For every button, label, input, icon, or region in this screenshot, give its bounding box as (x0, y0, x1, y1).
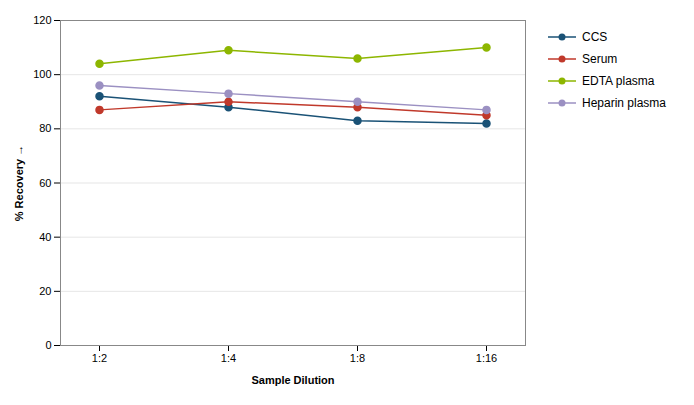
svg-text:80: 80 (39, 122, 51, 134)
svg-text:20: 20 (39, 285, 51, 297)
svg-text:% Recovery →: % Recovery → (13, 145, 25, 221)
html-text:CCS: CCS (582, 30, 608, 44)
svg-text:1:2: 1:2 (92, 352, 107, 364)
svg-text:40: 40 (39, 231, 51, 243)
svg-text:60: 60 (39, 177, 51, 189)
svg-text:0: 0 (45, 339, 51, 351)
html-text:Serum: Serum (582, 52, 618, 66)
html-text:Heparin plasma: Heparin plasma (582, 96, 666, 110)
svg-text:Sample Dilution: Sample Dilution (251, 374, 334, 386)
svg-text:100: 100 (33, 68, 51, 80)
svg-text:1:8: 1:8 (350, 352, 365, 364)
html-text:EDTA plasma: EDTA plasma (582, 74, 655, 88)
svg-text:120: 120 (33, 14, 51, 26)
svg-text:1:16: 1:16 (476, 352, 497, 364)
svg-text:1:4: 1:4 (221, 352, 236, 364)
